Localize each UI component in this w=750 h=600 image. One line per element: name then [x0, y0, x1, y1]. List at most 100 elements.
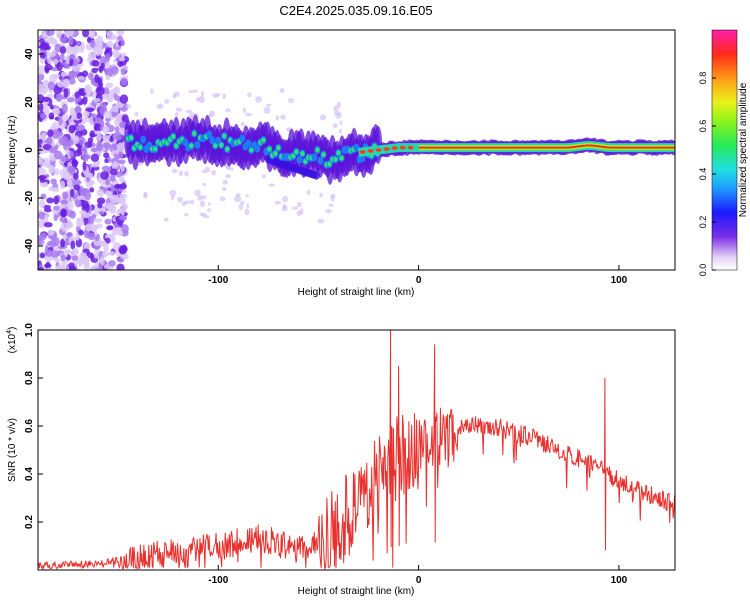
ridge-mid-high: [294, 149, 299, 155]
noise-speckle: [333, 105, 339, 112]
noise-speckle: [55, 93, 63, 102]
noise-speckle: [118, 245, 127, 255]
noise-speckle: [47, 52, 56, 57]
noise-speckle: [222, 186, 227, 192]
ridge-mid: [140, 135, 147, 144]
noise-speckle: [246, 203, 250, 209]
noise-speckle: [112, 241, 121, 251]
noise-speckle: [117, 159, 126, 165]
noise-speckle: [53, 214, 58, 221]
noise-speckle: [96, 197, 106, 205]
noise-speckle: [93, 123, 99, 132]
y-tick-label: 0.4: [24, 467, 35, 481]
noise-speckle: [105, 74, 111, 81]
noise-speckle: [38, 237, 44, 246]
noise-speckle: [225, 108, 232, 113]
noise-speckle: [38, 174, 47, 181]
noise-speckle: [46, 37, 54, 43]
noise-speckle: [118, 215, 128, 221]
noise-speckle: [247, 92, 252, 98]
noise-speckle: [96, 141, 103, 148]
noise-speckle: [116, 263, 125, 270]
y-tick-label: 0.6: [24, 419, 35, 433]
noise-speckle: [101, 240, 107, 248]
noise-speckle: [83, 190, 92, 201]
noise-speckle: [69, 151, 75, 158]
noise-speckle: [185, 109, 193, 113]
noise-speckle: [105, 122, 110, 127]
ridge-mid: [296, 155, 303, 164]
noise-speckle: [120, 163, 125, 173]
snr-panel: -100 0 100 0.2 0.4 0.6 0.8 1.0 Height of strai…: [6, 323, 676, 597]
noise-speckle: [96, 131, 102, 142]
noise-speckle: [190, 199, 195, 205]
noise-speckle: [317, 218, 325, 224]
noise-speckle: [99, 55, 107, 66]
spectrogram-y-label: Frequency (Hz): [7, 116, 18, 185]
noise-speckle: [102, 142, 112, 149]
noise-speckle: [53, 150, 63, 160]
noise-speckle: [112, 161, 120, 168]
noise-speckle: [174, 111, 179, 117]
noise-speckle: [211, 169, 216, 176]
noise-speckle: [164, 98, 170, 104]
noise-speckle: [74, 97, 79, 104]
colorbar-gradient: [711, 29, 738, 271]
ridge-mid-high: [192, 130, 197, 136]
noise-speckle: [82, 111, 90, 118]
noise-speckle: [91, 59, 100, 67]
ridge-mid-high: [273, 150, 278, 156]
noise-speckle: [207, 202, 211, 206]
noise-speckle: [81, 203, 90, 213]
noise-speckle: [47, 81, 56, 91]
noise-speckle: [38, 156, 44, 166]
y-tick-label: 0: [24, 147, 35, 153]
noise-speckle: [106, 40, 114, 48]
ridge-mid: [254, 144, 261, 153]
noise-speckle: [198, 96, 205, 104]
noise-speckle: [96, 117, 102, 123]
noise-speckle: [62, 234, 68, 240]
noise-speckle: [143, 191, 148, 198]
noise-speckle: [62, 136, 69, 141]
noise-speckle: [66, 201, 74, 211]
noise-speckle: [101, 207, 107, 213]
ridge-mid-high: [189, 143, 194, 149]
noise-speckle: [59, 46, 67, 55]
noise-speckle: [93, 218, 103, 223]
noise-speckle: [80, 145, 88, 152]
ridge-mid-high: [222, 133, 227, 139]
y-tick-label: 1.0: [24, 323, 35, 337]
noise-speckle: [46, 136, 53, 145]
noise-speckle: [60, 238, 65, 248]
colorbar-tick-label: 0.2: [698, 216, 708, 229]
noise-speckle: [41, 132, 47, 141]
noise-speckle: [306, 189, 311, 196]
noise-speckle: [126, 103, 131, 109]
noise-speckle: [38, 149, 48, 154]
noise-speckle: [60, 265, 66, 270]
noise-speckle: [201, 213, 207, 217]
ridge-mid-high: [300, 151, 305, 157]
noise-speckle: [65, 232, 74, 237]
noise-speckle: [54, 43, 62, 53]
noise-speckle: [89, 187, 95, 193]
noise-speckle: [116, 30, 125, 37]
colorbar: 0.0 0.2 0.4 0.6 0.8 Normalized spectral ampl…: [698, 29, 749, 276]
colorbar-ticks: 0.0 0.2 0.4 0.6 0.8: [698, 72, 716, 276]
noise-speckle: [68, 125, 76, 134]
noise-speckle: [44, 45, 51, 51]
noise-speckle: [110, 168, 118, 176]
noise-speckle: [96, 189, 105, 197]
noise-speckle: [45, 30, 55, 37]
noise-speckle: [74, 198, 82, 208]
noise-speckle: [73, 135, 80, 144]
noise-speckle: [62, 78, 70, 88]
noise-speckle: [38, 41, 41, 47]
noise-speckle: [74, 107, 82, 112]
noise-speckle: [115, 39, 120, 48]
noise-speckle: [56, 61, 63, 72]
noise-speckle: [122, 188, 127, 194]
noise-speckle: [60, 123, 66, 131]
noise-speckle: [280, 114, 286, 120]
